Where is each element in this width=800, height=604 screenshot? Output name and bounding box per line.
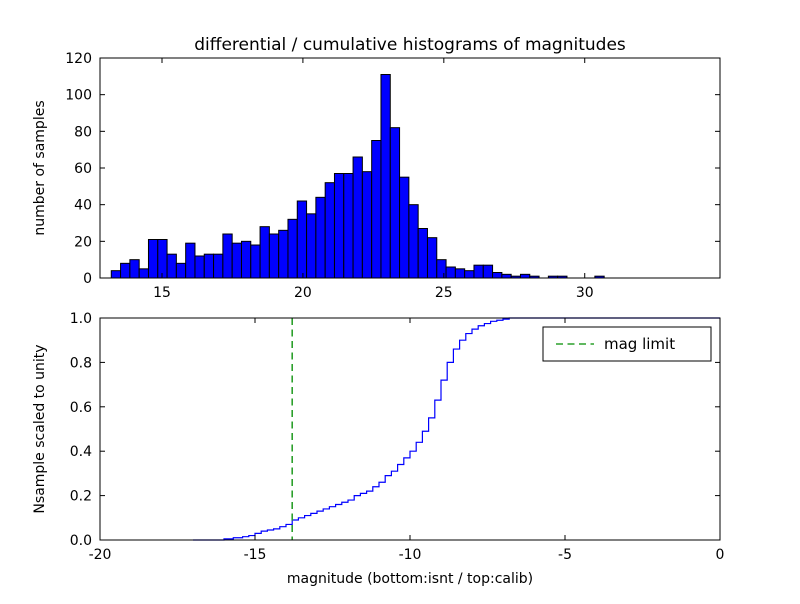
hist-bar — [306, 213, 317, 279]
cumulative-line — [193, 317, 720, 541]
hist-bar — [519, 273, 531, 279]
hist-bar — [454, 268, 466, 279]
differential-histogram: 15 20 25 30 0 20 40 60 80 100 120 — [65, 51, 721, 301]
bottom-xlabel: magnitude (bottom:isnt / top:calib) — [287, 571, 533, 587]
top-ytick-label: 120 — [65, 51, 92, 67]
hist-bar — [213, 253, 224, 279]
top-xtick-label: 25 — [435, 285, 453, 301]
bottom-ytick-label: 0.6 — [70, 400, 92, 416]
top-ytick-label: 80 — [74, 124, 92, 140]
top-ytick-label: 40 — [74, 198, 92, 214]
hist-bar — [343, 173, 354, 279]
hist-bar — [380, 74, 391, 279]
bottom-ytick-label: 0.4 — [70, 444, 92, 460]
hist-bar — [203, 253, 215, 279]
hist-bar — [222, 233, 233, 279]
bottom-ytick-label: 0.0 — [70, 533, 92, 549]
bottom-xtick-label: -5 — [558, 547, 572, 563]
bottom-ytick-label: 1.0 — [70, 311, 92, 327]
hist-bar — [445, 266, 456, 279]
hist-bar — [231, 242, 242, 279]
hist-bar — [315, 196, 326, 279]
hist-bar — [426, 237, 438, 279]
hist-bar — [110, 270, 122, 279]
hist-bar — [268, 233, 280, 279]
bottom-xtick-label: 0 — [716, 547, 725, 563]
hist-bar — [417, 228, 428, 279]
hist-bar — [492, 272, 503, 279]
hist-bar — [324, 182, 335, 279]
top-ytick-label: 0 — [83, 271, 92, 287]
top-ytick-label: 60 — [74, 161, 92, 177]
hist-bar — [352, 156, 363, 279]
bottom-ytick-label: 0.2 — [70, 489, 92, 505]
legend-label: mag limit — [604, 335, 675, 353]
hist-bar — [482, 264, 494, 279]
hist-bar — [120, 262, 131, 279]
top-ytick-label: 20 — [74, 234, 92, 250]
hist-bar — [501, 273, 512, 279]
hist-bar — [408, 204, 419, 279]
legend: mag limit — [542, 326, 712, 362]
hist-bar — [296, 200, 308, 279]
hist-bar — [194, 255, 205, 279]
hist-bar — [473, 264, 484, 279]
hist-bar — [436, 259, 447, 279]
top-xtick-label: 30 — [576, 285, 594, 301]
hist-bar — [175, 262, 187, 279]
hist-bar — [129, 259, 140, 279]
hist-bar — [464, 270, 475, 279]
top-xtick-label: 20 — [294, 285, 312, 301]
hist-bar — [240, 240, 252, 279]
bottom-xtick-label: -15 — [244, 547, 267, 563]
cumulative-histogram: -20 -15 -10 -5 0 0.0 0.2 0.4 0.6 0.8 1.0 — [70, 311, 725, 563]
hist-bar — [250, 244, 261, 279]
hist-bar — [371, 140, 382, 279]
bottom-ylabel: Nsample scaled to unity — [32, 344, 48, 513]
hist-bar — [147, 239, 159, 279]
hist-bar — [389, 127, 401, 279]
hist-bar — [157, 239, 168, 279]
hist-bar — [278, 229, 289, 279]
bottom-ytick-label: 0.8 — [70, 355, 92, 371]
hist-bar — [166, 253, 177, 279]
top-ytick-label: 100 — [65, 88, 92, 104]
chart-title: differential / cumulative histograms of … — [194, 35, 626, 55]
hist-bar — [399, 176, 410, 279]
hist-bar — [259, 226, 270, 279]
top-ylabel: number of samples — [32, 100, 48, 235]
bottom-xtick-label: -20 — [89, 547, 112, 563]
hist-bar — [333, 173, 345, 279]
top-xtick-label: 15 — [153, 285, 171, 301]
hist-bar — [287, 218, 298, 279]
hist-bar — [138, 268, 149, 279]
hist-bar — [361, 171, 373, 279]
hist-bar — [185, 242, 196, 279]
bottom-xtick-label: -10 — [399, 547, 422, 563]
